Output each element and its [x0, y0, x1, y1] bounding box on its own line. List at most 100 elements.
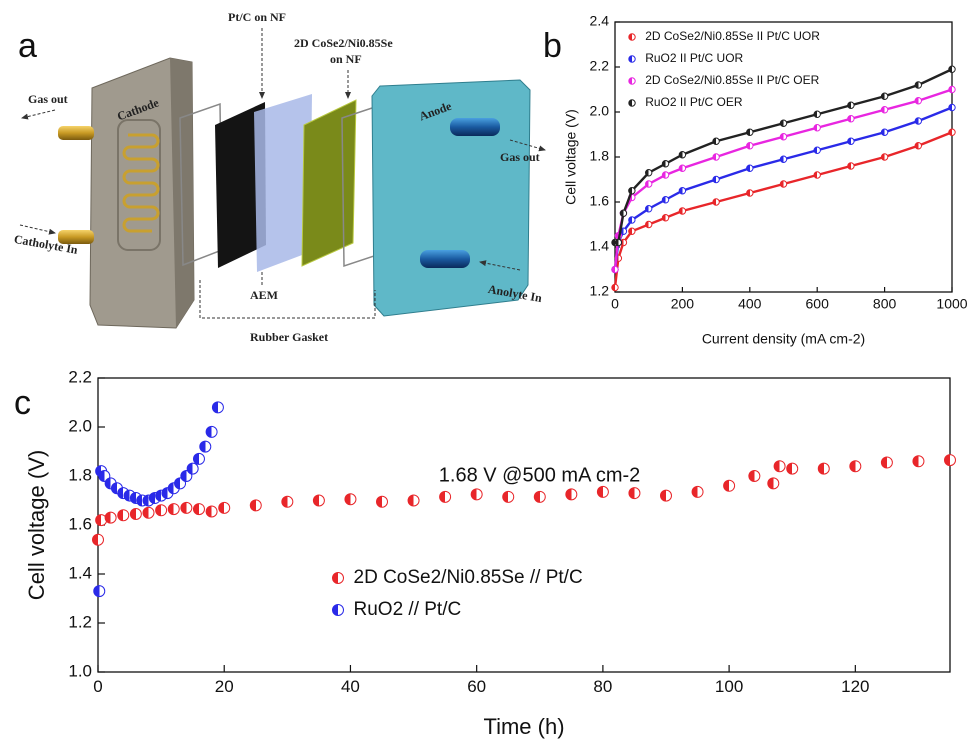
data-point [143, 507, 154, 518]
series-line [615, 132, 952, 287]
data-point [193, 453, 204, 464]
data-point [713, 199, 719, 205]
gas-outlet-pipe [450, 118, 500, 136]
data-point [629, 228, 635, 234]
data-point [503, 491, 514, 502]
y-tick-label: 2.2 [590, 58, 610, 74]
data-point [282, 496, 293, 507]
y-tick-label: 1.4 [68, 563, 92, 582]
legend-marker [629, 78, 635, 84]
bracket [200, 280, 375, 318]
anode-plate [372, 80, 530, 316]
legend-label: 2D CoSe2/Ni0.85Se // Pt/C [354, 567, 583, 588]
data-point [471, 489, 482, 500]
data-point [646, 221, 652, 227]
data-point [780, 120, 786, 126]
data-point [250, 500, 261, 511]
data-point [949, 66, 955, 72]
plot-frame [98, 378, 950, 672]
data-point [787, 463, 798, 474]
data-point [440, 491, 451, 502]
data-point [313, 495, 324, 506]
series-line [615, 108, 952, 270]
data-point [679, 165, 685, 171]
data-point [612, 284, 618, 290]
data-point [219, 502, 230, 513]
data-point [881, 457, 892, 468]
data-point [774, 461, 785, 472]
data-point [881, 107, 887, 113]
x-axis-label: Current density (mA cm-2) [702, 331, 865, 347]
y-tick-label: 1.8 [590, 148, 610, 164]
data-point [156, 505, 167, 516]
data-point [780, 181, 786, 187]
data-point [662, 161, 668, 167]
data-point [749, 471, 760, 482]
data-point [620, 210, 626, 216]
legend-label: RuO2 II Pt/C OER [645, 95, 743, 109]
y-tick-label: 1.4 [590, 238, 610, 254]
gas-outlet-pipe [58, 126, 94, 140]
y-tick-label: 2.2 [68, 367, 92, 386]
data-point [913, 456, 924, 467]
legend-marker [629, 34, 635, 40]
y-axis-label: Cell voltage (V) [563, 109, 579, 205]
data-point [597, 486, 608, 497]
data-point [168, 504, 179, 515]
data-point [915, 98, 921, 104]
panel-label: a [18, 27, 37, 65]
data-point [679, 188, 685, 194]
x-tick-label: 20 [215, 677, 234, 696]
data-point [646, 181, 652, 187]
data-point [692, 486, 703, 497]
data-point [345, 494, 356, 505]
data-point [679, 152, 685, 158]
data-point [130, 508, 141, 519]
diagram-label: on NF [330, 52, 362, 66]
legend-label: 2D CoSe2/Ni0.85Se II Pt/C UOR [645, 29, 820, 43]
data-point [747, 129, 753, 135]
series-line [615, 90, 952, 270]
arrow [22, 110, 55, 118]
diagram-label: 2D CoSe2/Ni0.85Se [294, 36, 393, 50]
data-point [949, 86, 955, 92]
data-point [848, 102, 854, 108]
arrow [20, 225, 55, 233]
legend-marker [333, 573, 344, 584]
chart: 1.21.41.61.82.02.22.402004006008001000Cu… [563, 13, 968, 347]
legend-marker [333, 605, 344, 616]
x-tick-label: 200 [671, 295, 695, 311]
data-point [118, 510, 129, 521]
data-point [200, 441, 211, 452]
data-point [713, 154, 719, 160]
x-tick-label: 800 [873, 295, 897, 311]
x-tick-label: 0 [611, 295, 619, 311]
data-point [949, 104, 955, 110]
x-tick-label: 1000 [936, 295, 967, 311]
data-point [193, 504, 204, 515]
data-point [662, 172, 668, 178]
y-tick-label: 1.2 [590, 283, 610, 299]
x-axis-label: Time (h) [483, 714, 564, 739]
legend-label: 2D CoSe2/Ni0.85Se II Pt/C OER [645, 73, 819, 87]
data-point [679, 208, 685, 214]
data-point [881, 129, 887, 135]
data-point [814, 125, 820, 131]
data-point [747, 165, 753, 171]
data-point [629, 217, 635, 223]
x-tick-label: 100 [715, 677, 743, 696]
x-tick-label: 0 [93, 677, 102, 696]
data-point [662, 215, 668, 221]
data-point [615, 239, 621, 245]
panel-label: c [14, 384, 31, 422]
data-point [780, 134, 786, 140]
data-point [181, 502, 192, 513]
x-tick-label: 80 [593, 677, 612, 696]
data-point [629, 188, 635, 194]
legend-label: RuO2 // Pt/C [354, 599, 462, 620]
data-point [949, 129, 955, 135]
data-point [212, 402, 223, 413]
data-point [408, 495, 419, 506]
data-point [377, 496, 388, 507]
